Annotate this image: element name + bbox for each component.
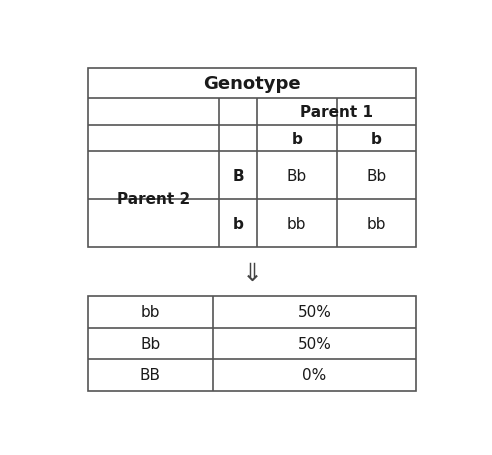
Text: 0%: 0% bbox=[302, 368, 327, 383]
Text: Bb: Bb bbox=[366, 168, 387, 183]
Text: Genotype: Genotype bbox=[203, 75, 301, 93]
Text: Bb: Bb bbox=[140, 336, 160, 351]
Bar bbox=[88, 69, 416, 247]
Text: bb: bb bbox=[367, 216, 386, 231]
Text: 50%: 50% bbox=[298, 305, 332, 319]
Text: B: B bbox=[232, 168, 244, 183]
Text: b: b bbox=[291, 131, 302, 146]
Text: BB: BB bbox=[140, 368, 161, 383]
Text: bb: bb bbox=[287, 216, 307, 231]
Text: 50%: 50% bbox=[298, 336, 332, 351]
Text: b: b bbox=[371, 131, 382, 146]
Bar bbox=[88, 296, 416, 391]
Text: bb: bb bbox=[141, 305, 160, 319]
Text: Bb: Bb bbox=[287, 168, 307, 183]
Text: b: b bbox=[233, 216, 244, 231]
Text: ⇓: ⇓ bbox=[242, 262, 263, 286]
Text: Parent 2: Parent 2 bbox=[117, 192, 190, 207]
Text: Parent 1: Parent 1 bbox=[300, 105, 373, 120]
